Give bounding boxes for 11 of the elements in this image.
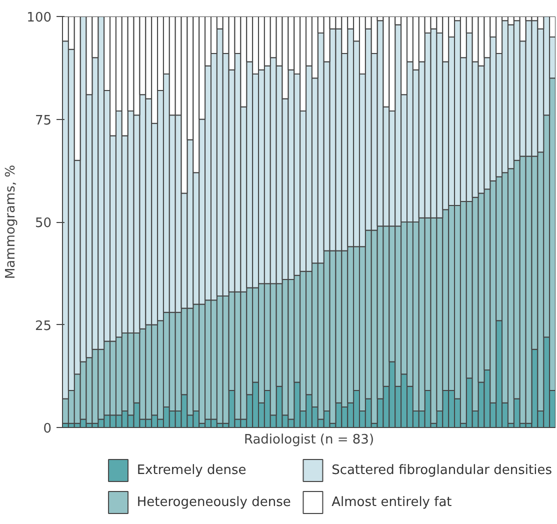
x-axis-title: Radiologist (n = 83)	[244, 432, 374, 448]
y-tick-label: 100	[26, 10, 52, 26]
legend-label: Scattered fibroglandular densities	[332, 463, 552, 478]
y-axis-title: Mammograms, %	[4, 164, 19, 280]
y-tick-label: 75	[34, 113, 52, 128]
y-tick-label: 50	[34, 216, 52, 231]
legend-label: Extremely dense	[136, 463, 246, 478]
y-tick-label: 25	[34, 318, 52, 334]
legend-label: Heterogeneously dense	[136, 495, 291, 510]
y-tick-label: 0	[43, 422, 52, 436]
legend-label: Almost entirely fat	[332, 495, 452, 510]
